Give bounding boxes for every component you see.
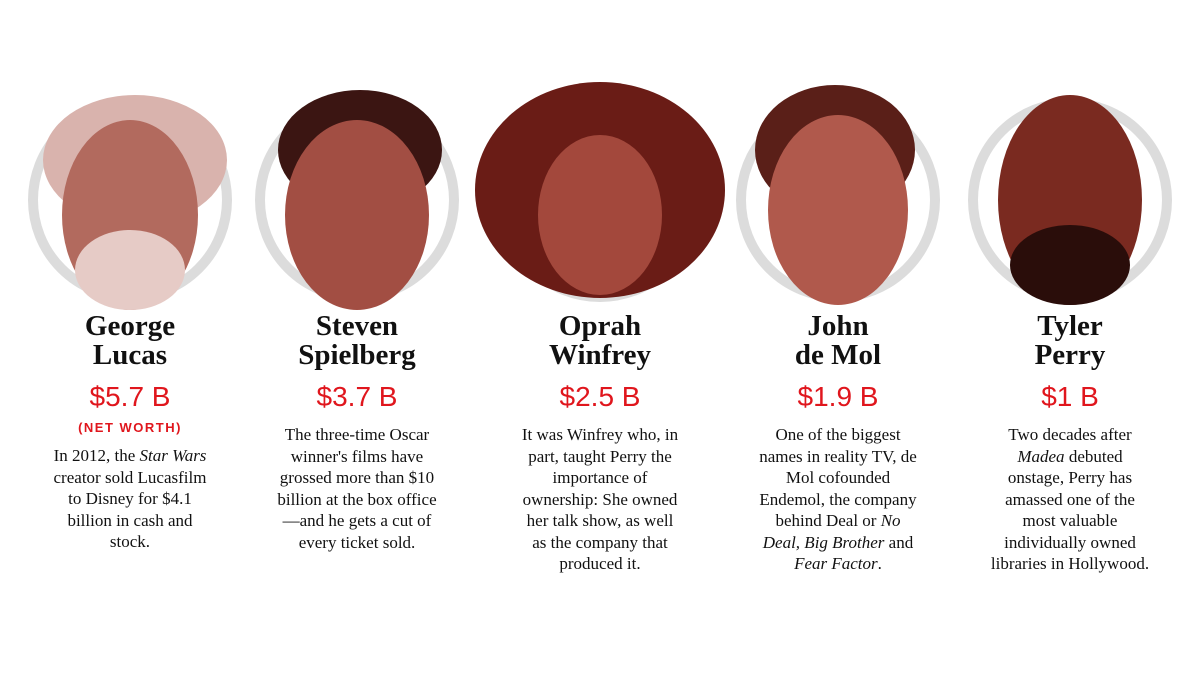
net-worth: $1 B <box>1041 381 1099 412</box>
name-line: Spielberg <box>298 339 416 371</box>
description-run: . <box>877 554 882 573</box>
net-worth: $5.7 B <box>89 381 171 412</box>
name-line: Oprah <box>558 310 642 342</box>
description-run: Madea <box>1017 446 1065 466</box>
description-run: One of the biggest names in reality TV, … <box>759 425 917 530</box>
name-line: de Mol <box>794 339 882 371</box>
person-name: Steven Spielberg <box>247 312 467 370</box>
description-run: The three-time Oscar winner's films have… <box>277 425 437 552</box>
name-line: Tyler <box>1037 310 1103 342</box>
person-name: Oprah Winfrey <box>490 312 710 370</box>
description: In 2012, the Star Wars creator sold Luca… <box>50 445 210 553</box>
person-name: Tyler Perry <box>960 312 1180 370</box>
face <box>538 135 662 295</box>
person-name: George Lucas <box>20 312 240 370</box>
net-worth: $1.9 B <box>797 381 879 412</box>
person-card: Oprah Winfrey $2.5 B It was Winfrey who, in… <box>490 312 710 575</box>
person-name: John de Mol <box>728 312 948 370</box>
net-worth: $2.5 B <box>559 381 641 412</box>
description-run: In 2012, the <box>53 446 140 465</box>
description-run: Star Wars <box>139 446 207 465</box>
description-run: and <box>884 532 914 552</box>
beard <box>75 230 185 310</box>
description-run: It was Winfrey who, in part, taught Perr… <box>521 425 679 573</box>
net-worth: $3.7 B <box>316 381 398 412</box>
portraits <box>28 82 1172 310</box>
face <box>285 120 429 310</box>
name-line: Winfrey <box>548 339 652 371</box>
note: (NET WORTH) <box>78 420 182 435</box>
name-line: George <box>84 310 176 342</box>
description-run: Fear Factor <box>794 554 878 573</box>
description-run: creator sold Lucasfilm to Disney for $4.… <box>53 467 207 552</box>
name-line: John <box>807 310 869 342</box>
face <box>768 115 908 305</box>
name-line: Lucas <box>92 339 168 371</box>
description-run: No Deal, Big Brother <box>762 511 901 552</box>
description: It was Winfrey who, in part, taught Perr… <box>520 424 680 575</box>
person-card: George Lucas $5.7 B (NET WORTH) In 2012, the… <box>20 312 240 553</box>
description: The three-time Oscar winner's films have… <box>277 424 437 553</box>
description: One of the biggest names in reality TV, … <box>758 424 918 575</box>
description-run: Two decades after <box>1008 425 1132 444</box>
name-line: Perry <box>1034 339 1106 371</box>
description: Two decades after Madea debuted onstage,… <box>990 424 1150 575</box>
name-line: Steven <box>315 310 399 342</box>
faces <box>43 82 1142 310</box>
person-card: John de Mol $1.9 B One of the biggest names… <box>728 312 948 575</box>
person-card: Steven Spielberg $3.7 B The three-time Osca… <box>247 312 467 553</box>
beard <box>1010 225 1130 305</box>
description-run: debuted onstage, Perry has amassed one o… <box>990 446 1150 574</box>
person-card: Tyler Perry $1 B Two decades after Madea de… <box>960 312 1180 575</box>
